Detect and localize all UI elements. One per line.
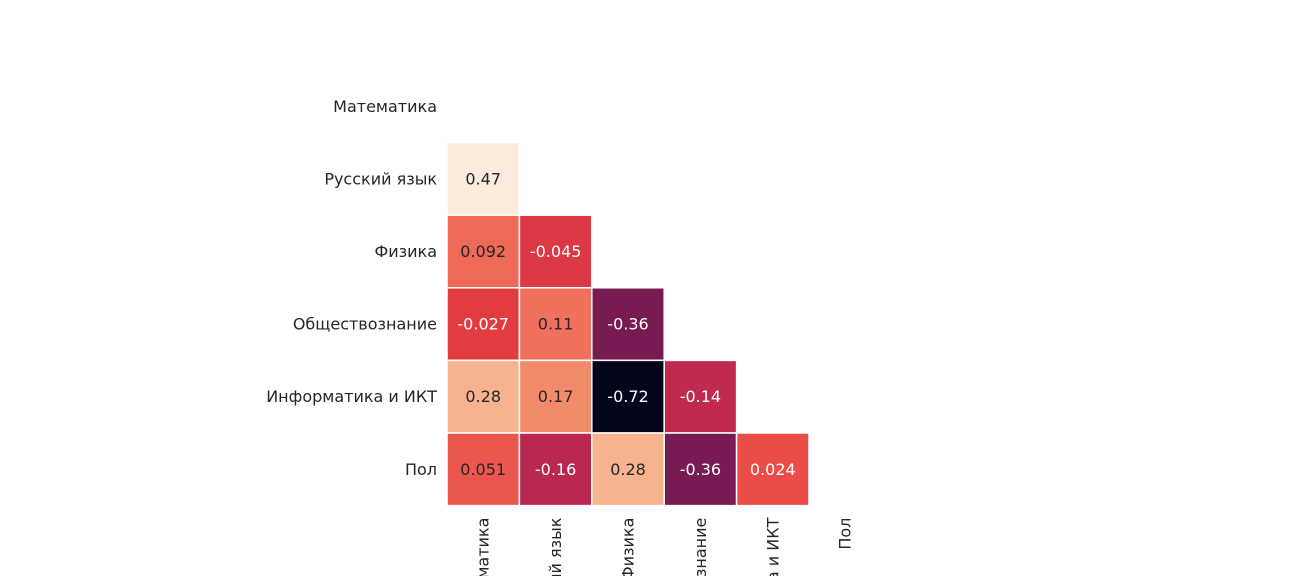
cell-value-label: -0.14	[680, 387, 721, 406]
x-tick-label-0: матика	[474, 518, 493, 576]
y-tick-label-4: Информатика и ИКТ	[266, 387, 437, 406]
heatmap-cell-r2-c1	[518, 214, 593, 289]
heatmap-cell-r4-c1	[518, 359, 593, 434]
heatmap-cell-r5-c1	[518, 432, 593, 507]
heatmap-cell-r2-c0	[446, 214, 521, 289]
x-tick-label-2: Физика	[619, 518, 638, 576]
cell-value-label: -0.72	[607, 387, 648, 406]
heatmap-cell-r3-c2	[591, 287, 665, 362]
cell-value-label: -0.027	[457, 315, 509, 334]
y-tick-label-3: Обществознание	[293, 315, 437, 334]
cell-value-label: 0.051	[460, 460, 506, 479]
heatmap-cells	[446, 141, 810, 507]
cell-value-label: -0.36	[607, 315, 648, 334]
y-tick-label-2: Физика	[374, 242, 437, 261]
cell-value-label: 0.024	[750, 460, 796, 479]
heatmap-annotations: 0.47 0.092 -0.045 -0.027 0.11 -0.36 0.28 0.17 -0…	[457, 169, 795, 478]
x-axis-tick-labels: матика ий язык Физика знание а и ИКТ Пол	[474, 517, 855, 576]
x-tick-label-3: знание	[691, 518, 710, 576]
x-tick-label-1: ий язык	[546, 517, 565, 576]
heatmap-cell-r5-c3	[663, 432, 738, 507]
cell-value-label: -0.16	[535, 460, 576, 479]
cell-value-label: -0.045	[530, 242, 582, 261]
cell-value-label: 0.11	[538, 315, 574, 334]
cell-value-label: 0.28	[465, 387, 501, 406]
cell-value-label: 0.47	[465, 169, 501, 188]
heatmap-cell-r4-c3	[663, 359, 738, 434]
cell-value-label: 0.28	[610, 460, 646, 479]
cell-value-label: 0.17	[538, 387, 574, 406]
heatmap-cell-r5-c2	[591, 432, 665, 507]
heatmap-cell-r5-c4	[735, 432, 810, 507]
x-tick-label-5: Пол	[836, 518, 855, 550]
y-tick-label-0: Математика	[333, 97, 437, 116]
y-tick-label-5: Пол	[405, 460, 437, 479]
cell-value-label: 0.092	[460, 242, 506, 261]
x-tick-label-4: а и ИКТ	[763, 517, 782, 576]
y-axis-tick-labels: Математика Русский язык Физика Обществознан…	[266, 97, 437, 479]
cell-value-label: -0.36	[680, 460, 721, 479]
heatmap-cell-r1-c0	[446, 141, 521, 216]
y-tick-label-1: Русский язык	[324, 169, 437, 188]
